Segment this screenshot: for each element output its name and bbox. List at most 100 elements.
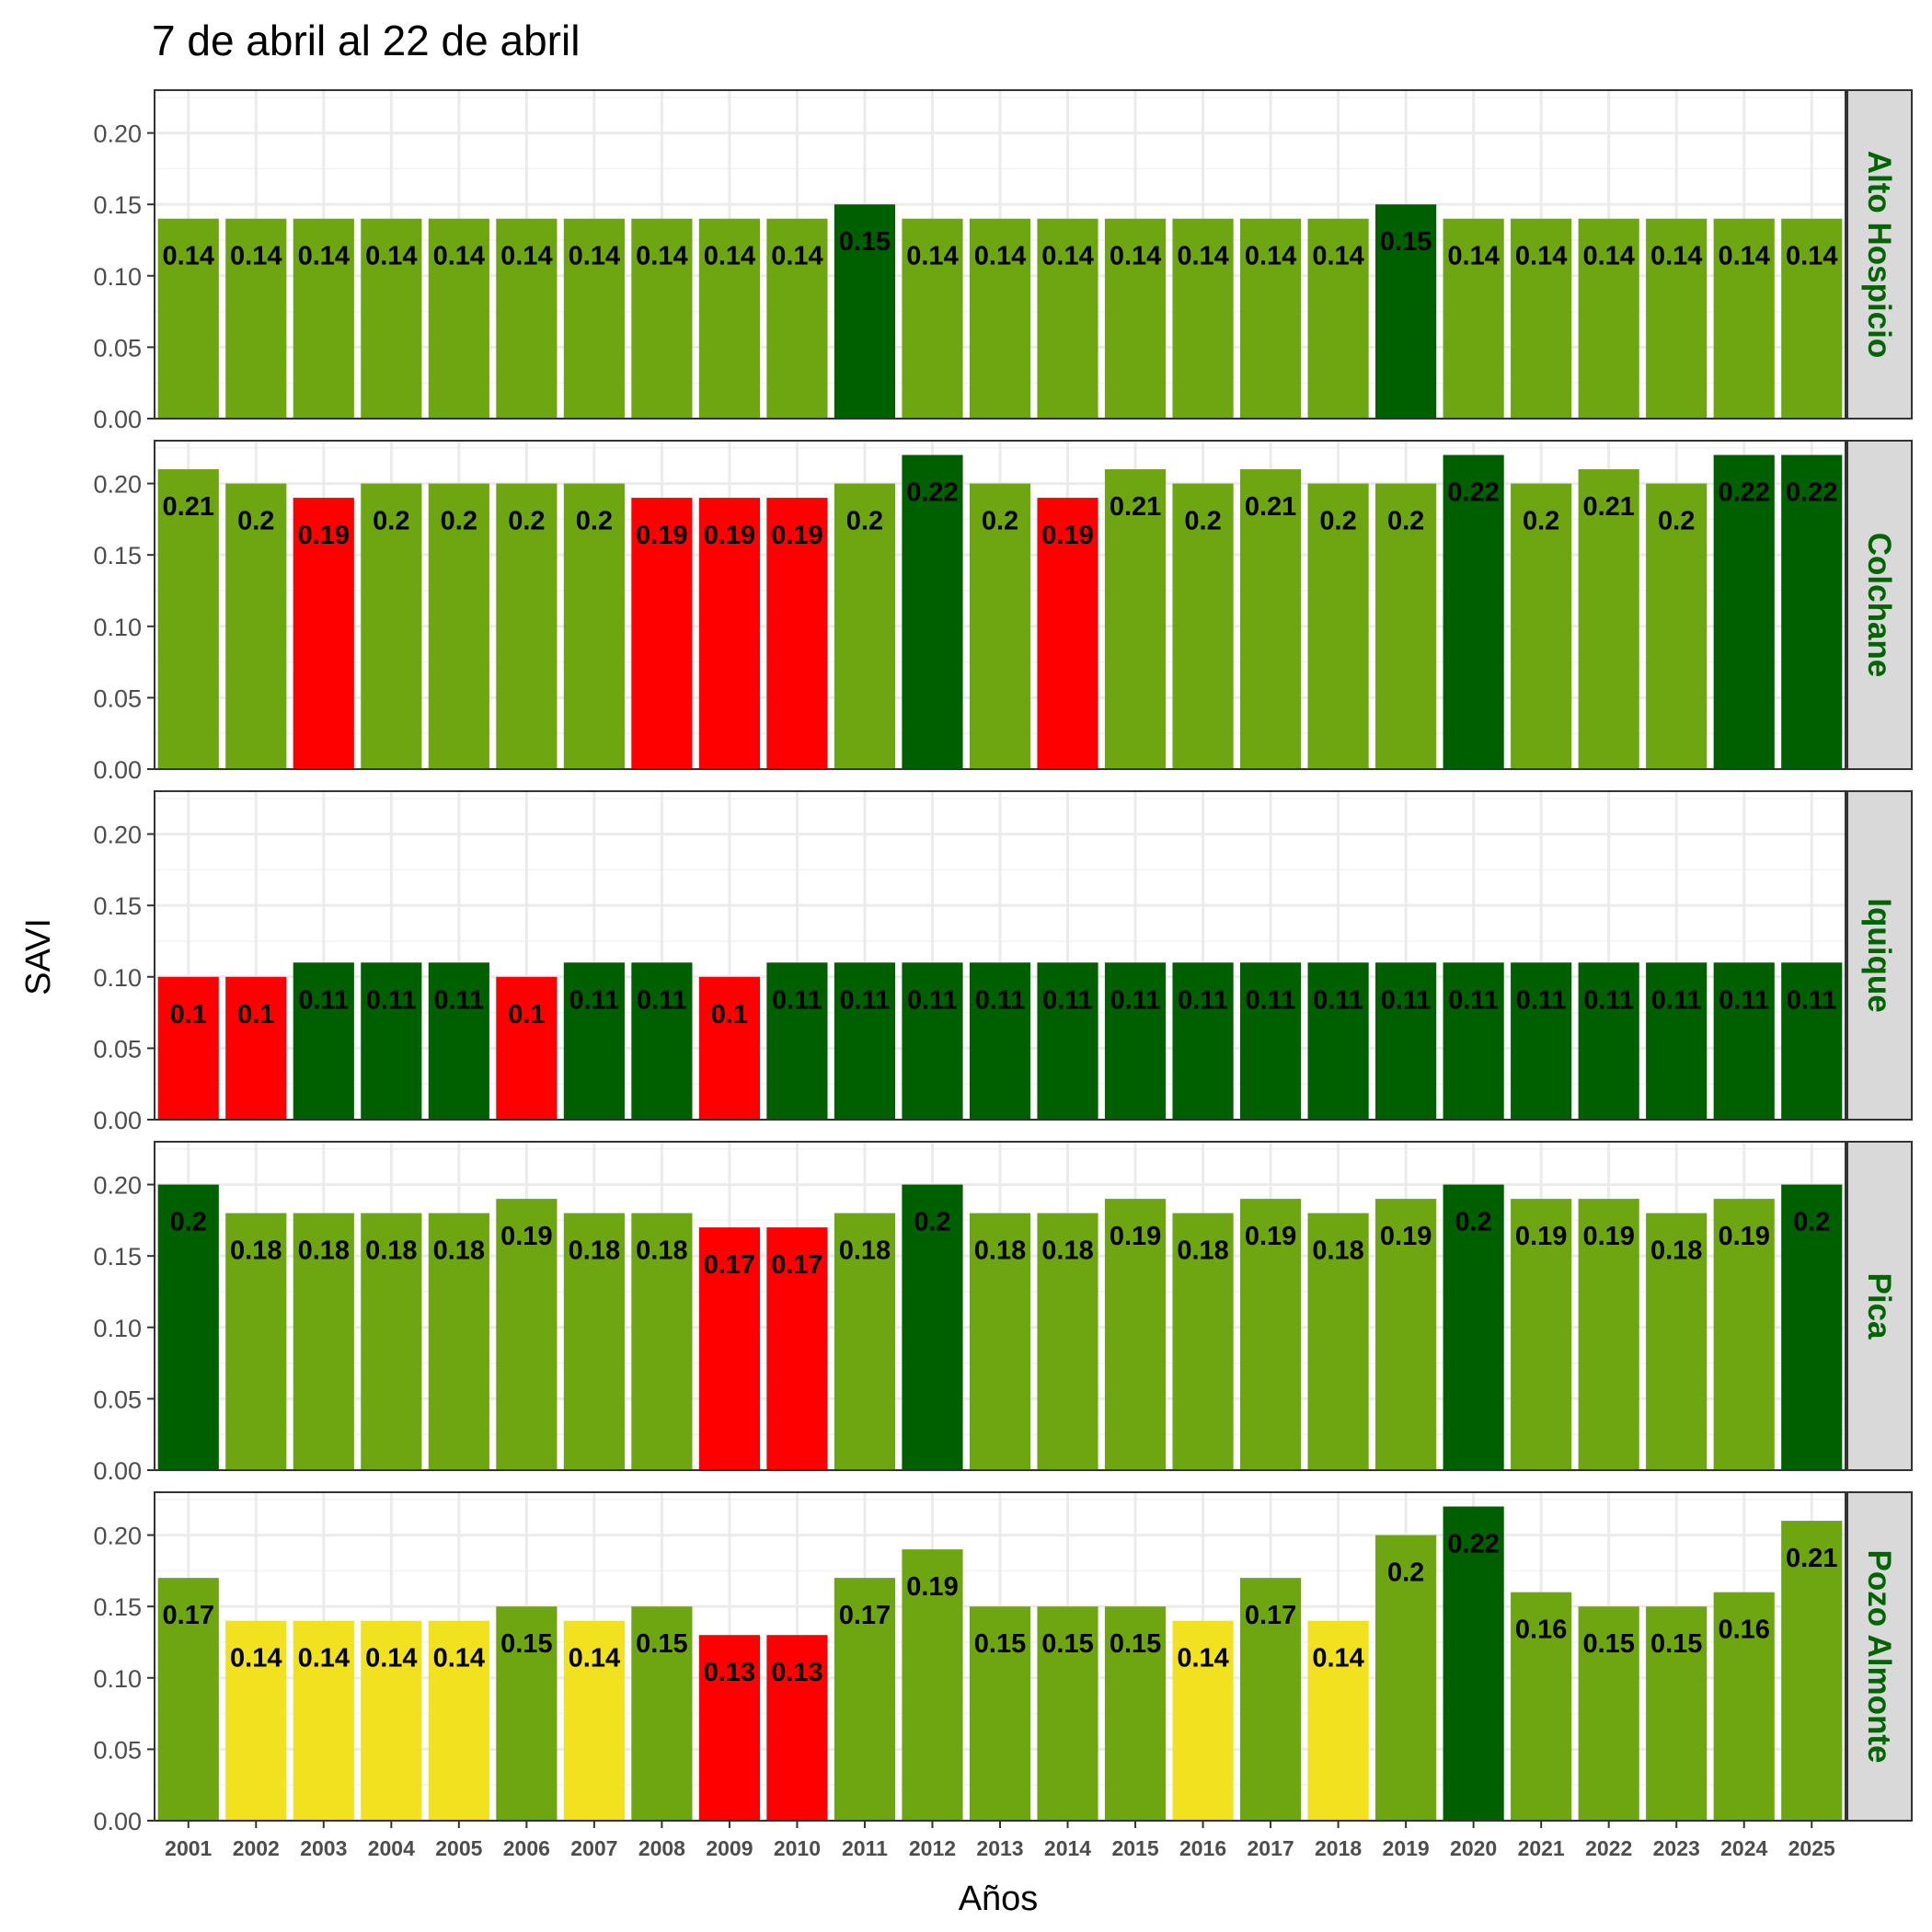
bar: [1172, 483, 1234, 769]
bar-value-label: 0.1: [237, 1000, 274, 1029]
bar: [1578, 218, 1639, 419]
x-tick-label: 2019: [1383, 1836, 1430, 1860]
bar-value-label: 0.14: [636, 242, 687, 271]
bar: [1646, 483, 1708, 769]
bar: [293, 498, 354, 769]
bar: [631, 498, 693, 769]
x-tick-label: 2024: [1720, 1836, 1767, 1860]
bar: [496, 483, 558, 769]
facet-strip-label: Pica: [1861, 1273, 1897, 1340]
facet-panel: 0.14 0.14 0.14 0.14 0.14 0.14 0.14 0.14 0.14 0.14…: [93, 89, 1913, 433]
bar-value-label: 0.19: [636, 521, 687, 550]
x-tick-label: 2007: [570, 1836, 617, 1860]
bar: [225, 1213, 287, 1470]
bar-value-label: 0.14: [365, 242, 417, 271]
bar-value-label: 0.19: [1245, 1222, 1296, 1251]
bar-value-label: 0.11: [298, 985, 349, 1015]
bar: [428, 1213, 489, 1470]
bar-value-label: 0.15: [1380, 227, 1432, 257]
bar: [1375, 1535, 1437, 1821]
facet-panel: 0.2 0.18 0.18 0.18 0.18 0.19 0.18 0.18 0.17 0.17 0…: [93, 1141, 1913, 1485]
bar: [766, 1635, 828, 1821]
bar-value-label: 0.2: [1387, 507, 1424, 536]
y-tick-label: 0.20: [93, 1172, 142, 1200]
bar: [1713, 1592, 1775, 1821]
bar-value-label: 0.14: [1786, 242, 1837, 271]
facet-strip-label: Iquique: [1861, 898, 1897, 1012]
bar-value-label: 0.1: [711, 1000, 748, 1029]
bar: [902, 1549, 963, 1821]
bar: [1578, 1199, 1639, 1470]
bar-value-label: 0.2: [1455, 1208, 1491, 1237]
bar: [293, 1213, 354, 1470]
bar-value-label: 0.22: [1447, 1530, 1499, 1559]
bar-value-label: 0.21: [1245, 492, 1296, 522]
bar: [563, 962, 625, 1120]
panel-border: [154, 790, 1846, 1121]
bar-value-label: 0.14: [1650, 242, 1702, 271]
bar-value-label: 0.14: [1312, 242, 1363, 271]
bar-value-label: 0.19: [298, 521, 350, 550]
bar-value-label: 0.14: [500, 242, 552, 271]
bar-value-label: 0.14: [230, 242, 282, 271]
bar-value-label: 0.11: [366, 985, 417, 1015]
bar-value-label: 0.11: [1787, 985, 1837, 1015]
panel-border: [154, 89, 1846, 420]
bar: [1037, 962, 1098, 1120]
x-tick-label: 2010: [774, 1836, 821, 1860]
bar: [1239, 1199, 1302, 1470]
bar: [1307, 1213, 1369, 1470]
bar: [157, 1578, 219, 1821]
bar-value-label: 0.2: [846, 507, 883, 536]
bar: [834, 962, 896, 1120]
bar-value-label: 0.21: [1582, 492, 1634, 522]
bar: [1172, 1620, 1234, 1821]
bar-value-label: 0.19: [1582, 1222, 1634, 1251]
bar: [496, 218, 558, 419]
y-tick-label: 0.00: [93, 1457, 142, 1485]
y-tick-label: 0.20: [93, 822, 142, 849]
bar: [1104, 1199, 1167, 1470]
x-tick-label: 2017: [1247, 1836, 1294, 1860]
bar: [766, 1227, 828, 1470]
bar-value-label: 0.11: [1110, 985, 1161, 1015]
bar-value-label: 0.14: [569, 1644, 620, 1673]
x-tick-label: 2012: [909, 1836, 956, 1860]
bar: [225, 483, 287, 769]
x-tick-label: 2008: [638, 1836, 685, 1860]
x-tick-label: 2003: [300, 1836, 347, 1860]
y-tick-label: 0.15: [93, 542, 142, 569]
bar-value-label: 0.14: [771, 242, 822, 271]
bar-value-label: 0.14: [1718, 242, 1769, 271]
bar-value-label: 0.2: [170, 1208, 207, 1237]
bar-value-label: 0.2: [914, 1208, 950, 1237]
bar-value-label: 0.18: [569, 1236, 620, 1266]
y-tick-label: 0.05: [93, 1386, 142, 1413]
bar: [698, 498, 761, 769]
y-tick-label: 0.10: [93, 1665, 142, 1693]
bar: [1104, 962, 1167, 1120]
bar: [428, 483, 489, 769]
facet-strip: [1846, 1491, 1913, 1822]
facet-strip-label: Alto Hospicio: [1861, 151, 1897, 359]
bar-value-label: 0.22: [1718, 478, 1769, 508]
bar-value-label: 0.11: [772, 985, 822, 1015]
bar: [1104, 218, 1167, 419]
bar-value-label: 0.19: [1110, 1222, 1161, 1251]
bar-value-label: 0.18: [1041, 1236, 1093, 1266]
y-tick-label: 0.10: [93, 263, 142, 291]
bar: [1375, 962, 1437, 1120]
bar-value-label: 0.19: [1380, 1222, 1432, 1251]
bar-value-label: 0.15: [636, 1629, 687, 1659]
bar-value-label: 0.19: [500, 1222, 552, 1251]
bar: [834, 204, 896, 419]
bar: [496, 976, 558, 1120]
x-tick-label: 2014: [1044, 1836, 1091, 1860]
bar-value-label: 0.2: [441, 507, 477, 536]
bar: [1037, 1213, 1098, 1470]
bar: [361, 1620, 422, 1821]
y-tick-label: 0.00: [93, 406, 142, 433]
bar-value-label: 0.14: [1582, 242, 1634, 271]
bar-value-label: 0.18: [636, 1236, 687, 1266]
y-tick-label: 0.10: [93, 1315, 142, 1342]
